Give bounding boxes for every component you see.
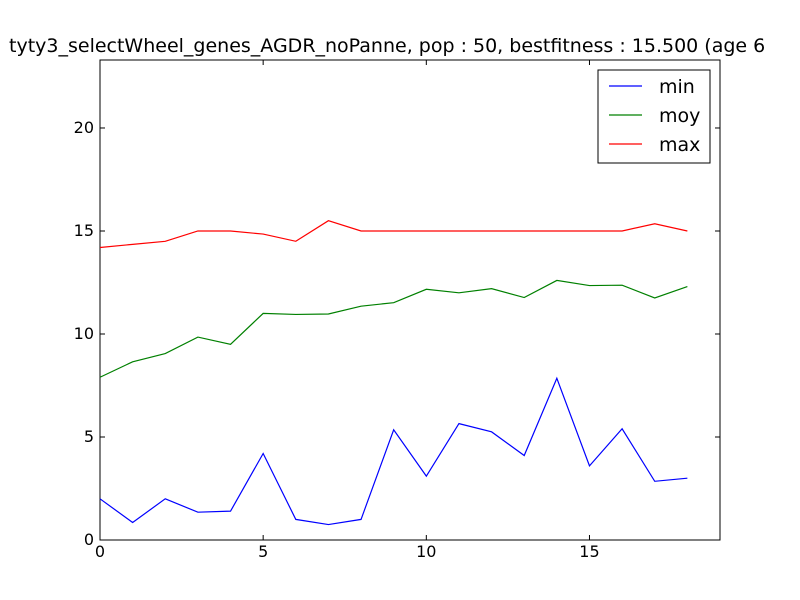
series-lines <box>99 220 688 526</box>
legend: min moy max <box>597 69 711 164</box>
y-tick-label: 20 <box>74 118 94 137</box>
x-tick-label: 5 <box>258 542 268 561</box>
y-tick-label: 5 <box>84 427 94 446</box>
axis-ticks: 0 5 10 15 0 5 10 15 20 <box>74 60 720 561</box>
legend-label-max: max <box>659 134 700 156</box>
series-line-max <box>99 220 688 249</box>
y-tick-label: 10 <box>74 324 94 343</box>
x-tick-label: 10 <box>416 542 436 561</box>
legend-box <box>597 69 711 164</box>
series-line-min <box>99 376 688 526</box>
legend-label-min: min <box>659 76 695 98</box>
y-tick-label: 15 <box>74 221 94 240</box>
series-line-moy <box>99 279 688 378</box>
x-tick-label: 0 <box>95 542 105 561</box>
y-tick-label: 0 <box>84 530 94 549</box>
legend-label-moy: moy <box>659 105 700 127</box>
x-tick-label: 15 <box>579 542 599 561</box>
chart-title: tyty3_selectWheel_genes_AGDR_noPanne, po… <box>9 35 765 57</box>
